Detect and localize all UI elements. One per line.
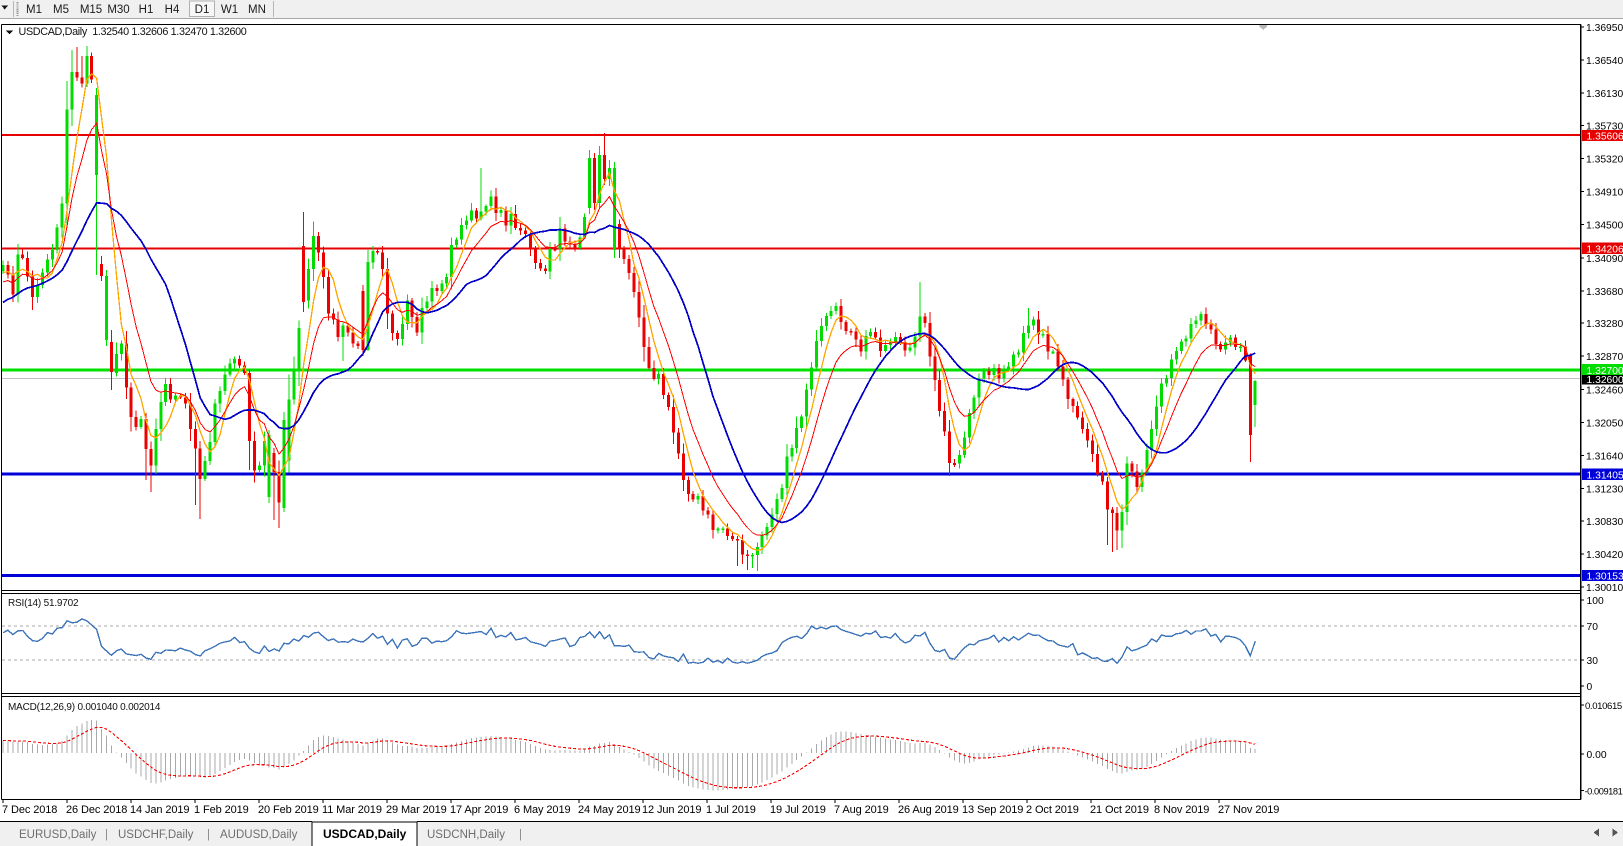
- svg-text:1.32050: 1.32050: [1586, 418, 1623, 429]
- svg-text:20 Feb 2019: 20 Feb 2019: [258, 804, 319, 816]
- svg-text:|: |: [105, 829, 108, 841]
- svg-text:2 Oct 2019: 2 Oct 2019: [1026, 804, 1079, 816]
- svg-text:H4: H4: [165, 4, 180, 16]
- svg-text:1.30153: 1.30153: [1587, 572, 1623, 583]
- svg-text:1.32600: 1.32600: [1587, 375, 1623, 386]
- svg-text:17 Apr 2019: 17 Apr 2019: [450, 804, 508, 816]
- svg-text:M15: M15: [80, 4, 102, 16]
- svg-text:|: |: [519, 829, 522, 841]
- svg-text:11 Mar 2019: 11 Mar 2019: [322, 804, 382, 816]
- svg-text:1.33280: 1.33280: [1586, 319, 1623, 330]
- svg-text:D1: D1: [195, 4, 210, 16]
- svg-text:0.00: 0.00: [1587, 750, 1607, 761]
- svg-text:1.36950: 1.36950: [1586, 23, 1623, 34]
- svg-text:H1: H1: [139, 4, 154, 16]
- svg-text:12 Jun 2019: 12 Jun 2019: [642, 804, 701, 816]
- svg-text:1 Feb 2019: 1 Feb 2019: [194, 804, 249, 816]
- svg-text:M1: M1: [26, 4, 42, 16]
- svg-text:1.35730: 1.35730: [1586, 121, 1623, 132]
- svg-text:|: |: [207, 829, 210, 841]
- svg-text:1.36130: 1.36130: [1586, 89, 1623, 100]
- svg-text:AUDUSD,Daily: AUDUSD,Daily: [220, 829, 298, 841]
- svg-text:1.30830: 1.30830: [1586, 517, 1623, 528]
- svg-text:1.36540: 1.36540: [1586, 56, 1623, 67]
- svg-text:1.30420: 1.30420: [1586, 550, 1623, 561]
- svg-text:1.35606: 1.35606: [1587, 132, 1623, 143]
- svg-text:7 Dec 2018: 7 Dec 2018: [2, 804, 57, 816]
- svg-text:1.31230: 1.31230: [1586, 485, 1623, 496]
- svg-text:29 Mar 2019: 29 Mar 2019: [386, 804, 447, 816]
- svg-text:1.31640: 1.31640: [1586, 451, 1623, 462]
- svg-text:USDCAD,Daily: USDCAD,Daily: [323, 827, 407, 841]
- svg-text:W1: W1: [221, 4, 238, 16]
- svg-text:70: 70: [1587, 622, 1599, 633]
- svg-text:1.34206: 1.34206: [1587, 245, 1623, 256]
- svg-text:-0.009181: -0.009181: [1585, 787, 1623, 797]
- svg-text:MACD(12,26,9) 0.001040 0.00201: MACD(12,26,9) 0.001040 0.002014: [8, 702, 161, 713]
- svg-text:1.32870: 1.32870: [1586, 352, 1623, 363]
- svg-text:1.31405: 1.31405: [1587, 471, 1623, 482]
- svg-text:100: 100: [1587, 596, 1604, 607]
- svg-text:M5: M5: [53, 4, 69, 16]
- svg-text:EURUSD,Daily: EURUSD,Daily: [19, 829, 97, 841]
- svg-text:USDCHF,Daily: USDCHF,Daily: [118, 829, 194, 841]
- svg-text:1.34910: 1.34910: [1586, 188, 1623, 199]
- svg-text:13 Sep 2019: 13 Sep 2019: [962, 804, 1023, 816]
- svg-text:19 Jul 2019: 19 Jul 2019: [770, 804, 826, 816]
- svg-text:26 Aug 2019: 26 Aug 2019: [898, 804, 959, 816]
- svg-text:1.34090: 1.34090: [1586, 254, 1623, 265]
- svg-text:14 Jan 2019: 14 Jan 2019: [130, 804, 189, 816]
- svg-text:26 Dec 2018: 26 Dec 2018: [66, 804, 127, 816]
- svg-text:RSI(14) 51.9702: RSI(14) 51.9702: [8, 598, 79, 609]
- svg-text:1.33680: 1.33680: [1586, 287, 1623, 298]
- svg-text:1.30010: 1.30010: [1586, 583, 1623, 594]
- svg-text:24 May 2019: 24 May 2019: [578, 804, 641, 816]
- svg-text:USDCAD,Daily 1.32540 1.32606: USDCAD,Daily 1.32540 1.32606 1.32470 1.3…: [19, 26, 247, 38]
- svg-text:1.35320: 1.35320: [1586, 155, 1623, 166]
- svg-text:0.010615: 0.010615: [1585, 701, 1622, 712]
- svg-text:8 Nov 2019: 8 Nov 2019: [1154, 804, 1209, 816]
- svg-text:USDCNH,Daily: USDCNH,Daily: [427, 829, 505, 841]
- svg-text:1.34500: 1.34500: [1586, 221, 1623, 232]
- svg-text:1.32700: 1.32700: [1587, 366, 1623, 377]
- svg-text:0: 0: [1587, 682, 1593, 693]
- svg-text:6 May 2019: 6 May 2019: [514, 804, 570, 816]
- svg-text:27 Nov 2019: 27 Nov 2019: [1218, 804, 1279, 816]
- svg-text:MN: MN: [248, 4, 266, 16]
- svg-text:30: 30: [1587, 656, 1599, 667]
- svg-text:M30: M30: [107, 4, 129, 16]
- svg-text:7 Aug 2019: 7 Aug 2019: [834, 804, 889, 816]
- svg-text:1 Jul 2019: 1 Jul 2019: [706, 804, 756, 816]
- svg-text:21 Oct 2019: 21 Oct 2019: [1090, 804, 1149, 816]
- svg-text:1.32460: 1.32460: [1586, 385, 1623, 396]
